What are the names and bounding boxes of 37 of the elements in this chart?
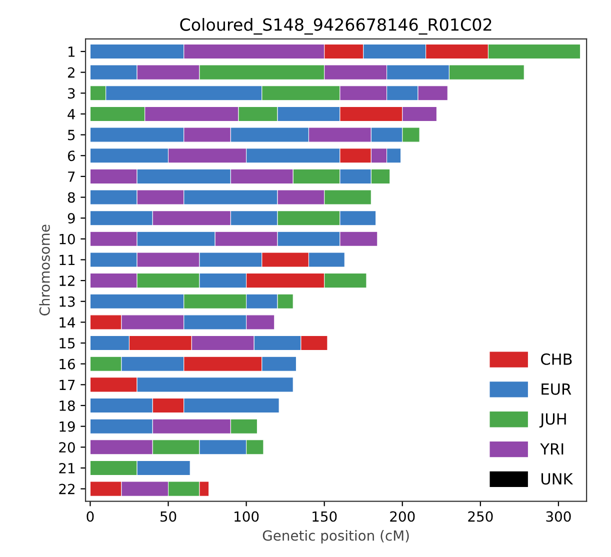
- y-tick-label: 9: [68, 213, 75, 224]
- y-tick-label: 2: [68, 67, 74, 78]
- y-tick-label: 8: [68, 192, 75, 203]
- y-tick-label: 10: [60, 234, 75, 244]
- x-tick-label: 200: [390, 511, 415, 522]
- y-tick-label: 12: [60, 276, 74, 286]
- y-tick-label: 11: [60, 254, 75, 266]
- y-tick-label: 5: [68, 130, 75, 140]
- y-tick-label: 21: [59, 462, 75, 474]
- y-axis-title: Chromosome: [39, 224, 50, 316]
- x-tick-label: 250: [468, 511, 493, 522]
- y-tick-label: 22: [59, 484, 74, 494]
- x-tick-label: 300: [546, 511, 571, 522]
- y-tick-label: 16: [60, 358, 75, 370]
- legend-label: JUH: [539, 413, 566, 428]
- y-tick-label: 14: [60, 317, 76, 328]
- y-tick-label: 6: [68, 150, 75, 162]
- chart-title: Coloured_S148_9426678146_R01C02: [180, 18, 492, 35]
- legend-label: YRI: [540, 443, 564, 454]
- y-tick-label: 3: [68, 88, 75, 99]
- y-tick-label: 1: [68, 46, 75, 57]
- y-tick-label: 4: [68, 109, 76, 120]
- x-axis-title: Genetic position (cM): [262, 530, 409, 544]
- x-tick-label: 0: [86, 511, 94, 522]
- x-tick-label: 150: [312, 511, 337, 522]
- y-tick-label: 17: [60, 380, 75, 390]
- legend-label: EUR: [542, 383, 572, 395]
- y-tick-label: 19: [60, 421, 75, 432]
- y-tick-label: 15: [60, 338, 75, 349]
- y-tick-label: 7: [68, 172, 75, 182]
- y-tick-label: 18: [60, 400, 75, 411]
- y-tick-label: 13: [60, 296, 75, 307]
- x-tick-label: 100: [234, 511, 259, 522]
- x-tick-label: 50: [160, 511, 176, 522]
- y-tick-label: 20: [59, 442, 75, 453]
- legend-label: CHB: [541, 353, 572, 365]
- legend-label: UNK: [542, 473, 574, 485]
